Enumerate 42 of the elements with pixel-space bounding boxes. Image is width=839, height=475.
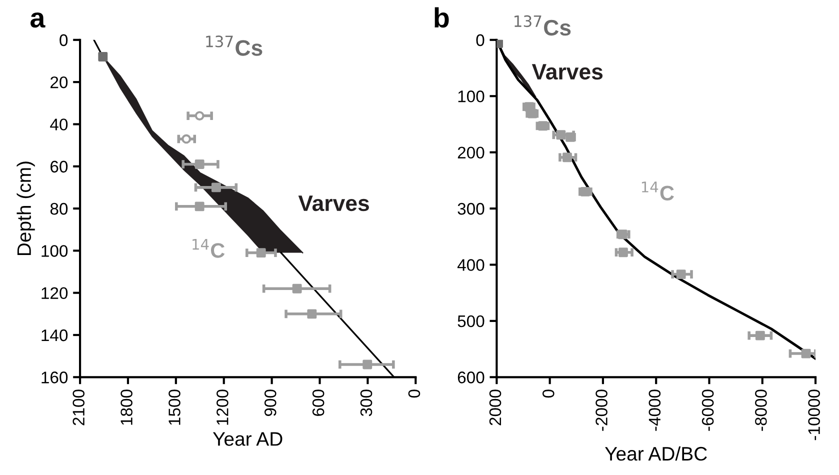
x-axis-title: Year AD [212, 432, 282, 446]
y-tick-label: 60 [50, 160, 68, 173]
x-tick-label: -10000 [808, 390, 820, 440]
y-tick-label: 500 [458, 315, 484, 328]
x-tick-label: -2000 [596, 390, 608, 431]
x-tick-label: 0 [542, 390, 554, 398]
y-tick-label: 600 [458, 372, 484, 384]
y-tick-label: 200 [458, 146, 484, 159]
x-tick-label: 2000 [489, 390, 502, 426]
y-tick-label: 0 [60, 34, 68, 46]
x-tick-label: 900 [264, 390, 276, 416]
y-tick-label: 160 [42, 372, 68, 384]
y-tick-label: 140 [42, 329, 68, 342]
x-tick-label: -4000 [648, 390, 661, 431]
y-axis-title: Depth (cm) [16, 162, 35, 256]
y-tick-label: 20 [50, 76, 68, 88]
text: $^{137}$Cs [514, 15, 571, 36]
x-tick-label: -8000 [755, 390, 767, 431]
x-axis-title: Year AD/BC [605, 446, 707, 461]
y-tick-label: 80 [50, 202, 68, 215]
y-tick-label: 100 [42, 245, 68, 257]
annotation: $^{14}$C [192, 239, 225, 258]
x-tick-label: 600 [312, 390, 324, 416]
y-tick-label: 400 [457, 259, 484, 271]
x-tick-label: 300 [360, 390, 372, 416]
x-tick-label: 1800 [120, 390, 132, 425]
x-tick-label: 1500 [168, 390, 180, 425]
x-tick-label: -6000 [702, 390, 714, 431]
y-tick-label: 40 [50, 118, 68, 130]
chart-title: b [434, 7, 449, 28]
x-tick-label: 1200 [216, 390, 228, 425]
y-tick-label: 0 [476, 34, 484, 46]
y-tick-label: 120 [42, 287, 68, 300]
y-tick-label: 100 [458, 90, 484, 102]
annotation: $^{137}$Cs [206, 36, 262, 56]
annotation: $^{14}$C [642, 182, 674, 200]
chart-title: a [30, 12, 46, 28]
annotation: Varves [532, 64, 603, 80]
x-tick-label: 2100 [72, 390, 85, 426]
y-tick-label: 300 [458, 202, 484, 215]
annotation: Varves [298, 196, 369, 212]
x-tick-label: 0 [408, 390, 420, 398]
